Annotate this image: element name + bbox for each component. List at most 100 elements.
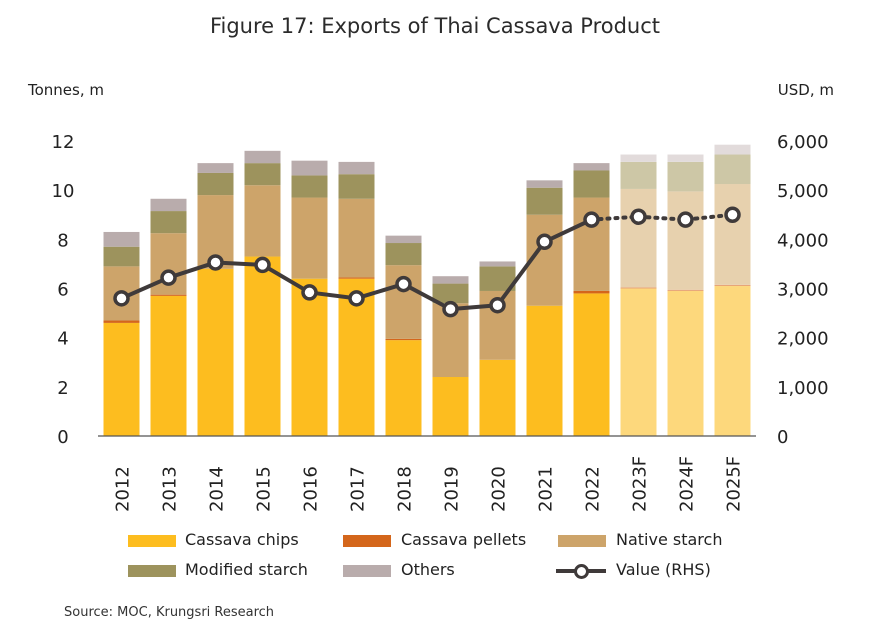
- bar-modified-starch-2017: [338, 174, 375, 199]
- x-tick-label-2020: 2020: [489, 466, 510, 512]
- value-point-2023f: [630, 208, 647, 225]
- x-tick-label-2019: 2019: [442, 466, 463, 512]
- value-point-2017: [348, 290, 365, 307]
- right-tick-label: 6,000: [777, 132, 829, 153]
- bar-others-2016: [291, 160, 328, 176]
- left-tick-label: 2: [57, 378, 68, 399]
- bar-cassava-chips-2024f: [667, 290, 704, 436]
- x-tick-label-2025f: 2025F: [724, 456, 745, 512]
- bar-native-starch-2017: [338, 198, 375, 278]
- bar-modified-starch-2016: [291, 175, 328, 198]
- bar-others-2017: [338, 161, 375, 175]
- bar-cassava-chips-2018: [385, 340, 422, 436]
- bar-cassava-chips-2020: [479, 359, 516, 436]
- value-point-2022: [583, 211, 600, 228]
- bar-others-2012: [103, 231, 140, 247]
- x-tick-label-2017: 2017: [348, 466, 369, 512]
- bar-cassava-pellets-2022: [573, 290, 610, 294]
- bar-others-2020: [479, 261, 516, 267]
- bar-cassava-chips-2023f: [620, 288, 657, 436]
- bar-modified-starch-2024f: [667, 161, 704, 192]
- bar-cassava-chips-2014: [197, 268, 234, 436]
- value-line-forecast: [589, 212, 735, 222]
- bar-others-2022: [573, 163, 610, 171]
- x-tick-label-2014: 2014: [207, 466, 228, 512]
- bar-others-2025f: [714, 144, 751, 155]
- left-tick-label: 4: [57, 329, 68, 350]
- bar-native-starch-2024f: [667, 191, 704, 290]
- right-tick-label: 4,000: [777, 230, 829, 251]
- value-point-2024f: [677, 211, 694, 228]
- bar-cassava-pellets-2012: [103, 320, 140, 323]
- bar-cassava-chips-2015: [244, 256, 281, 436]
- left-axis-label: Tonnes, m: [27, 81, 104, 99]
- x-tick-label-2022: 2022: [583, 466, 604, 512]
- x-tick-label-2018: 2018: [395, 466, 416, 512]
- value-point-2025f: [724, 206, 741, 223]
- x-tick-label-2016: 2016: [301, 466, 322, 512]
- bar-others-2019: [432, 276, 469, 284]
- right-tick-label: 2,000: [777, 329, 829, 350]
- right-axis-label: USD, m: [778, 81, 834, 99]
- bar-cassava-chips-2016: [291, 278, 328, 436]
- bar-native-starch-2015: [244, 185, 281, 257]
- bar-cassava-chips-2022: [573, 293, 610, 436]
- left-tick-label: 0: [57, 427, 68, 448]
- value-point-2015: [254, 256, 271, 274]
- value-point-2014: [207, 254, 224, 271]
- right-tick-label: 1,000: [777, 378, 829, 399]
- bar-others-2023f: [620, 154, 657, 162]
- bar-native-starch-2023f: [620, 188, 657, 288]
- bar-modified-starch-2019: [432, 283, 469, 304]
- value-point-2020: [489, 296, 506, 314]
- bar-others-2024f: [667, 154, 704, 162]
- value-point-2016: [301, 284, 318, 301]
- bar-others-2018: [385, 235, 422, 244]
- chart-title: Figure 17: Exports of Thai Cassava Produ…: [209, 14, 661, 38]
- bar-cassava-chips-2013: [150, 295, 187, 436]
- left-tick-label: 6: [57, 280, 68, 301]
- bar-modified-starch-2023f: [620, 161, 657, 189]
- source-note: Source: MOC, Krungsri Research: [64, 605, 275, 620]
- x-tick-label-2023f: 2023F: [630, 456, 651, 512]
- bar-cassava-chips-2012: [103, 322, 140, 436]
- bar-cassava-pellets-2024f: [667, 289, 704, 291]
- left-tick-label: 12: [52, 132, 75, 153]
- bar-cassava-pellets-2025f: [714, 284, 751, 287]
- bar-others-2013: [150, 198, 187, 212]
- x-tick-label-2012: 2012: [113, 466, 134, 512]
- bar-modified-starch-2021: [526, 187, 563, 215]
- left-tick-label: 8: [57, 230, 68, 251]
- bar-modified-starch-2025f: [714, 154, 751, 185]
- x-tick-label-2024f: 2024F: [677, 456, 698, 512]
- value-point-2012: [113, 290, 130, 307]
- bar-cassava-pellets-2018: [385, 338, 422, 341]
- x-tick-label-2013: 2013: [160, 466, 181, 512]
- bar-native-starch-2016: [291, 197, 328, 279]
- right-tick-label: 3,000: [777, 280, 829, 301]
- bar-cassava-chips-2021: [526, 305, 563, 436]
- bar-modified-starch-2012: [103, 246, 140, 267]
- bar-cassava-chips-2025f: [714, 286, 751, 436]
- bar-modified-starch-2022: [573, 170, 610, 198]
- bar-cassava-pellets-2023f: [620, 287, 657, 289]
- bar-others-2015: [244, 150, 281, 164]
- bar-modified-starch-2015: [244, 163, 281, 186]
- value-point-2019: [442, 300, 459, 318]
- bar-native-starch-2025f: [714, 184, 751, 285]
- bar-others-2021: [526, 180, 563, 188]
- x-tick-label-2021: 2021: [536, 466, 557, 512]
- left-tick-label: 10: [52, 181, 75, 202]
- right-tick-label: 0: [777, 427, 788, 448]
- bar-modified-starch-2013: [150, 211, 187, 234]
- value-point-2021: [536, 233, 553, 251]
- right-tick-label: 5,000: [777, 181, 829, 202]
- bar-others-2014: [197, 163, 234, 173]
- bar-cassava-pellets-2017: [338, 277, 375, 279]
- value-point-2013: [160, 269, 177, 286]
- bar-modified-starch-2018: [385, 243, 422, 266]
- value-point-2018: [395, 275, 412, 293]
- bar-cassava-chips-2019: [432, 377, 469, 436]
- bar-modified-starch-2014: [197, 172, 234, 196]
